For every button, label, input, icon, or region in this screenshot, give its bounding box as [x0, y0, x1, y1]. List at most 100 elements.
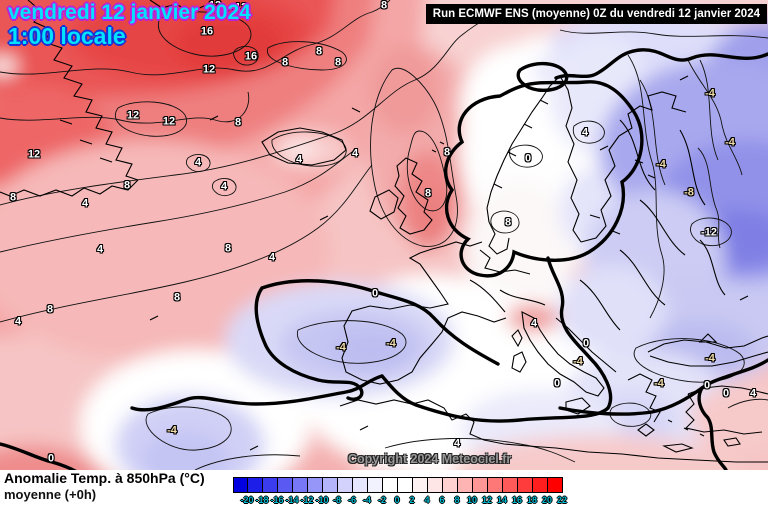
- contour-label: 12: [126, 109, 140, 122]
- anomaly-field: [0, 0, 768, 470]
- contour-label: 0: [553, 377, 561, 390]
- contour-label: 16: [244, 50, 258, 63]
- legend-tick-label: 22: [556, 495, 568, 505]
- legend-tick-label: -8: [332, 495, 342, 505]
- contour-label: 12: [162, 115, 176, 128]
- legend-cell: -4: [353, 477, 371, 505]
- contour-label: 4: [295, 153, 303, 166]
- legend-cell: 16: [503, 477, 522, 505]
- contour-label: -12: [701, 226, 717, 239]
- legend-tick-label: 14: [496, 495, 508, 505]
- legend-tick-label: -2: [377, 495, 387, 505]
- contour-label: 4: [268, 251, 276, 264]
- legend-tick-label: -14: [285, 495, 299, 505]
- legend-cell: 10: [458, 477, 477, 505]
- legend-subtitle: moyenne (+0h): [4, 487, 97, 502]
- contour-label: 8: [334, 56, 342, 69]
- contour-label: 8: [443, 146, 451, 159]
- contour-label: -4: [725, 136, 735, 149]
- contour-label: -4: [336, 341, 346, 354]
- contour-label: 4: [14, 315, 22, 328]
- contour-label: 4: [749, 387, 757, 400]
- contour-label: 8: [504, 216, 512, 229]
- legend-tick-label: 16: [511, 495, 523, 505]
- contour-label: 4: [96, 243, 104, 256]
- contour-label: 4: [194, 156, 202, 169]
- contour-label: -4: [573, 355, 583, 368]
- contour-label: 12: [202, 63, 216, 76]
- legend-cell: 2: [398, 477, 415, 505]
- legend-tick-label: -10: [315, 495, 329, 505]
- contour-label: 4: [453, 437, 461, 450]
- legend-cell: -16: [263, 477, 284, 505]
- contour-label: 4: [581, 126, 589, 139]
- legend-cell: 22: [548, 477, 567, 505]
- legend-cell: 0: [383, 477, 400, 505]
- legend-tick-label: 10: [466, 495, 478, 505]
- contour-label: -4: [167, 424, 177, 437]
- contour-label: 12: [208, 0, 222, 12]
- contour-label: 8: [234, 116, 242, 129]
- contour-label: -4: [386, 337, 396, 350]
- legend-cell: -2: [368, 477, 386, 505]
- contour-label: 8: [315, 45, 323, 58]
- contour-label: 0: [524, 152, 532, 165]
- legend-cell: 12: [473, 477, 492, 505]
- legend-cell: 18: [518, 477, 537, 505]
- map-area[interactable]: 12 12 16 16 8 8 8 12 8 12 12 8 12 4 4 4 8 4 8 4 4 8 4 8 8 8 4 0 8 8 4 0…: [0, 0, 768, 470]
- legend-tick-label: -20: [240, 495, 254, 505]
- legend-cell: 4: [413, 477, 430, 505]
- contour-label: 4: [351, 147, 359, 160]
- contour-label: 0: [703, 379, 711, 392]
- legend-tick-label: 20: [541, 495, 553, 505]
- contour-label: 8: [173, 291, 181, 304]
- legend-cell: 8: [443, 477, 460, 505]
- legend-cell: -18: [248, 477, 269, 505]
- contour-label: -4: [705, 352, 715, 365]
- legend-tick-label: -16: [270, 495, 284, 505]
- date-line: vendredi 12 janvier 2024: [8, 1, 251, 24]
- contour-label: 0: [371, 287, 379, 300]
- legend-tick-label: -4: [362, 495, 372, 505]
- legend-tick-label: 2: [409, 495, 415, 505]
- legend-cell: -10: [308, 477, 329, 505]
- legend-tick-label: 6: [439, 495, 445, 505]
- contour-label: 8: [281, 56, 289, 69]
- contour-label: 8: [123, 179, 131, 192]
- zero-contours: [0, 48, 768, 470]
- contour-label: 12: [27, 148, 41, 161]
- legend-footer: Anomalie Temp. à 850hPa (°C) moyenne (+0…: [0, 470, 768, 512]
- contour-label: 0: [582, 337, 590, 350]
- contour-label: 8: [9, 191, 17, 204]
- contour-label: 12: [234, 1, 248, 14]
- coastlines: [0, 0, 768, 463]
- legend-tick-label: 0: [394, 495, 400, 505]
- legend-tick-label: -6: [347, 495, 357, 505]
- legend-tick-label: 8: [454, 495, 460, 505]
- legend-colorbar: -20 -18 -16 -14 -12 -10 -8 -6 -4 -2 0 2 4 6 8 10 12 14 16 1…: [233, 477, 567, 505]
- contour-label: -4: [705, 87, 715, 100]
- time-line: 1:00 locale: [8, 23, 126, 50]
- contour-label: 8: [424, 187, 432, 200]
- contour-label: 4: [81, 197, 89, 210]
- anomaly-map-svg: [0, 0, 768, 470]
- legend-cell: -14: [278, 477, 299, 505]
- legend-cell: 6: [428, 477, 445, 505]
- contour-label: 4: [220, 180, 228, 193]
- contour-label: 16: [200, 25, 214, 38]
- contour-label: 0: [47, 452, 55, 465]
- legend-cell: -8: [323, 477, 341, 505]
- legend-tick-label: 12: [481, 495, 493, 505]
- legend-cell: -6: [338, 477, 356, 505]
- contour-label: 8: [46, 303, 54, 316]
- legend-cell: -20: [233, 477, 254, 505]
- legend-tick-label: 4: [424, 495, 430, 505]
- contour-label: 8: [224, 242, 232, 255]
- legend-cell: 14: [488, 477, 507, 505]
- legend-cell: 20: [533, 477, 552, 505]
- legend-tick-label: -12: [300, 495, 314, 505]
- contour-label: -4: [654, 377, 664, 390]
- contour-label: 4: [530, 317, 538, 330]
- contour-label: -8: [684, 186, 694, 199]
